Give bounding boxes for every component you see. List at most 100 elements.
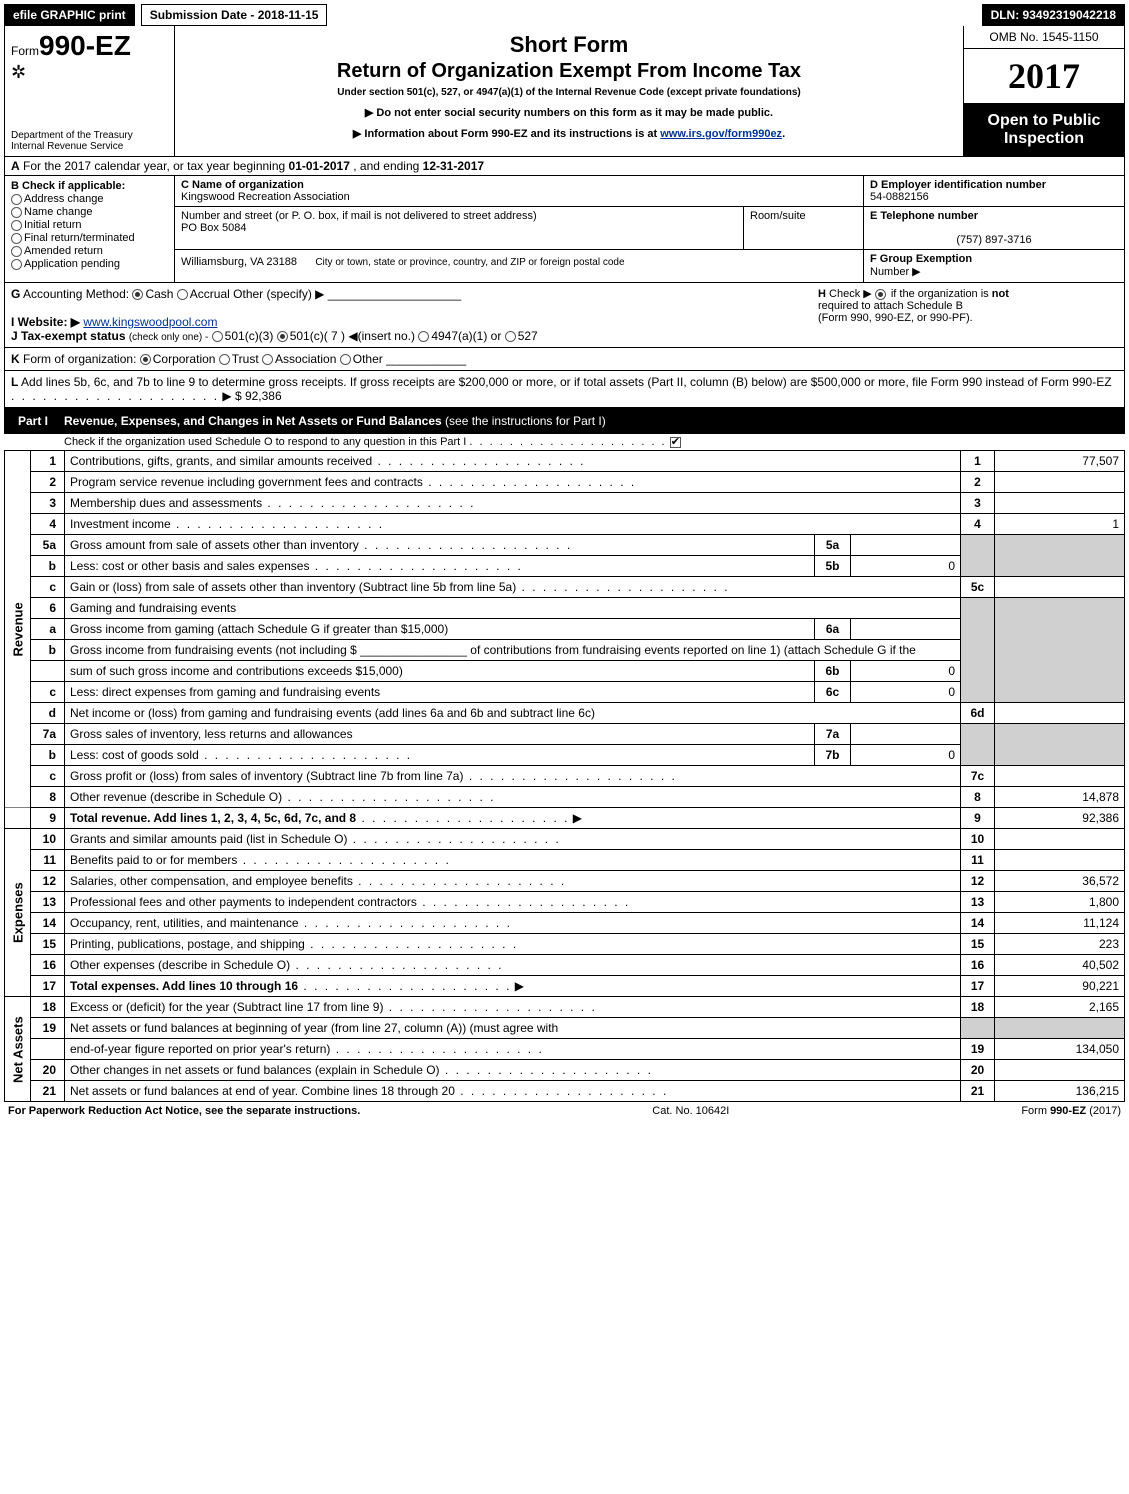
label-l: L bbox=[11, 375, 18, 389]
amt-15: 223 bbox=[995, 934, 1125, 955]
ln-4: 4 bbox=[31, 514, 65, 535]
row-6c: c Less: direct expenses from gaming and … bbox=[5, 682, 1125, 703]
ln-6c: c bbox=[31, 682, 65, 703]
chk-schedule-o[interactable] bbox=[670, 437, 681, 448]
h-not: not bbox=[992, 288, 1009, 300]
part1-title: Revenue, Expenses, and Changes in Net As… bbox=[64, 414, 442, 428]
note-info: ▶ Information about Form 990-EZ and its … bbox=[181, 127, 957, 140]
bv-6a bbox=[851, 619, 961, 640]
d-21: Net assets or fund balances at end of ye… bbox=[70, 1084, 455, 1098]
row-6: 6 Gaming and fundraising events bbox=[5, 598, 1125, 619]
bv-6b: 0 bbox=[851, 661, 961, 682]
d-8: Other revenue (describe in Schedule O) bbox=[70, 790, 282, 804]
label-c: C Name of organization bbox=[181, 179, 304, 191]
amt-18: 2,165 bbox=[995, 997, 1125, 1018]
section-k: K Form of organization: Corporation Trus… bbox=[4, 348, 1125, 371]
instructions-link[interactable]: www.irs.gov/form990ez bbox=[660, 128, 782, 140]
side-expenses: Expenses bbox=[5, 829, 31, 997]
radio-527[interactable] bbox=[505, 331, 516, 342]
num-12: 12 bbox=[961, 871, 995, 892]
bv-5a bbox=[851, 535, 961, 556]
chk-name-change[interactable] bbox=[11, 207, 22, 218]
ln-15: 15 bbox=[31, 934, 65, 955]
lbl-cash: Cash bbox=[145, 287, 173, 301]
check-if-applicable: Check if applicable: bbox=[22, 180, 125, 192]
row-15: 15 Printing, publications, postage, and … bbox=[5, 934, 1125, 955]
lbl-accrual: Accrual bbox=[190, 287, 230, 301]
ln-5a: 5a bbox=[31, 535, 65, 556]
chk-final-return[interactable] bbox=[11, 233, 22, 244]
chk-amended-return[interactable] bbox=[11, 246, 22, 257]
open-line1: Open to Public bbox=[968, 112, 1120, 130]
num-8: 8 bbox=[961, 787, 995, 808]
radio-corporation[interactable] bbox=[140, 354, 151, 365]
num-6d: 6d bbox=[961, 703, 995, 724]
d-14: Occupancy, rent, utilities, and maintena… bbox=[70, 916, 299, 930]
label-i: I Website: ▶ bbox=[11, 315, 80, 329]
label-e: E Telephone number bbox=[870, 210, 978, 222]
radio-trust[interactable] bbox=[219, 354, 230, 365]
d-7a: Gross sales of inventory, less returns a… bbox=[70, 727, 353, 741]
radio-association[interactable] bbox=[262, 354, 273, 365]
h-text3: required to attach Schedule B bbox=[818, 300, 963, 312]
d-19: Net assets or fund balances at beginning… bbox=[65, 1018, 961, 1039]
radio-4947[interactable] bbox=[418, 331, 429, 342]
radio-accrual[interactable] bbox=[177, 289, 188, 300]
ln-8: 8 bbox=[31, 787, 65, 808]
ln-20: 20 bbox=[31, 1060, 65, 1081]
row-11: 11 Benefits paid to or for members 11 bbox=[5, 850, 1125, 871]
amt-20 bbox=[995, 1060, 1125, 1081]
d-16: Other expenses (describe in Schedule O) bbox=[70, 958, 290, 972]
row-19b: end-of-year figure reported on prior yea… bbox=[5, 1039, 1125, 1060]
website-link[interactable]: www.kingswoodpool.com bbox=[83, 315, 217, 329]
chk-address-change[interactable] bbox=[11, 194, 22, 205]
ln-6a: a bbox=[31, 619, 65, 640]
chk-initial-return[interactable] bbox=[11, 220, 22, 231]
amt-17: 90,221 bbox=[995, 976, 1125, 997]
lbl-527: 527 bbox=[518, 329, 538, 343]
label-g: G bbox=[11, 287, 20, 301]
row-20: 20 Other changes in net assets or fund b… bbox=[5, 1060, 1125, 1081]
amt-8: 14,878 bbox=[995, 787, 1125, 808]
d-6: Gaming and fundraising events bbox=[65, 598, 961, 619]
radio-cash[interactable] bbox=[132, 289, 143, 300]
d-6b-1: Gross income from fundraising events (no… bbox=[70, 643, 360, 657]
ln-6b: b bbox=[31, 640, 65, 661]
num-21: 21 bbox=[961, 1081, 995, 1102]
ln-6: 6 bbox=[31, 598, 65, 619]
d-11: Benefits paid to or for members bbox=[70, 853, 237, 867]
label-f: F Group Exemption bbox=[870, 253, 972, 265]
bl-6a: 6a bbox=[815, 619, 851, 640]
ln-2: 2 bbox=[31, 472, 65, 493]
h-text2: if the organization is bbox=[891, 288, 989, 300]
lbl-amended-return: Amended return bbox=[24, 245, 103, 257]
label-k: K bbox=[11, 352, 20, 366]
amt-21: 136,215 bbox=[995, 1081, 1125, 1102]
ln-12: 12 bbox=[31, 871, 65, 892]
bl-5b: 5b bbox=[815, 556, 851, 577]
dept-irs: Internal Revenue Service bbox=[11, 141, 168, 152]
radio-h-check[interactable] bbox=[875, 289, 886, 300]
row-10: Expenses 10 Grants and similar amounts p… bbox=[5, 829, 1125, 850]
radio-501c3[interactable] bbox=[212, 331, 223, 342]
city-label: City or town, state or province, country… bbox=[315, 257, 624, 268]
d-9: Total revenue. Add lines 1, 2, 3, 4, 5c,… bbox=[70, 811, 356, 825]
num-3: 3 bbox=[961, 493, 995, 514]
amt-2 bbox=[995, 472, 1125, 493]
row-1: Revenue 1 Contributions, gifts, grants, … bbox=[5, 451, 1125, 472]
chk-application-pending[interactable] bbox=[11, 259, 22, 270]
row-3: 3 Membership dues and assessments 3 bbox=[5, 493, 1125, 514]
num-18: 18 bbox=[961, 997, 995, 1018]
section-l: L Add lines 5b, 6c, and 7b to line 9 to … bbox=[4, 371, 1125, 408]
amt-12: 36,572 bbox=[995, 871, 1125, 892]
amt-13: 1,800 bbox=[995, 892, 1125, 913]
ln-16: 16 bbox=[31, 955, 65, 976]
row-16: 16 Other expenses (describe in Schedule … bbox=[5, 955, 1125, 976]
radio-501c[interactable] bbox=[277, 331, 288, 342]
d-5a: Gross amount from sale of assets other t… bbox=[70, 538, 359, 552]
bl-6b: 6b bbox=[815, 661, 851, 682]
row-17: 17 Total expenses. Add lines 10 through … bbox=[5, 976, 1125, 997]
radio-other-org[interactable] bbox=[340, 354, 351, 365]
d-19b: end-of-year figure reported on prior yea… bbox=[70, 1042, 330, 1056]
row-19a: 19 Net assets or fund balances at beginn… bbox=[5, 1018, 1125, 1039]
